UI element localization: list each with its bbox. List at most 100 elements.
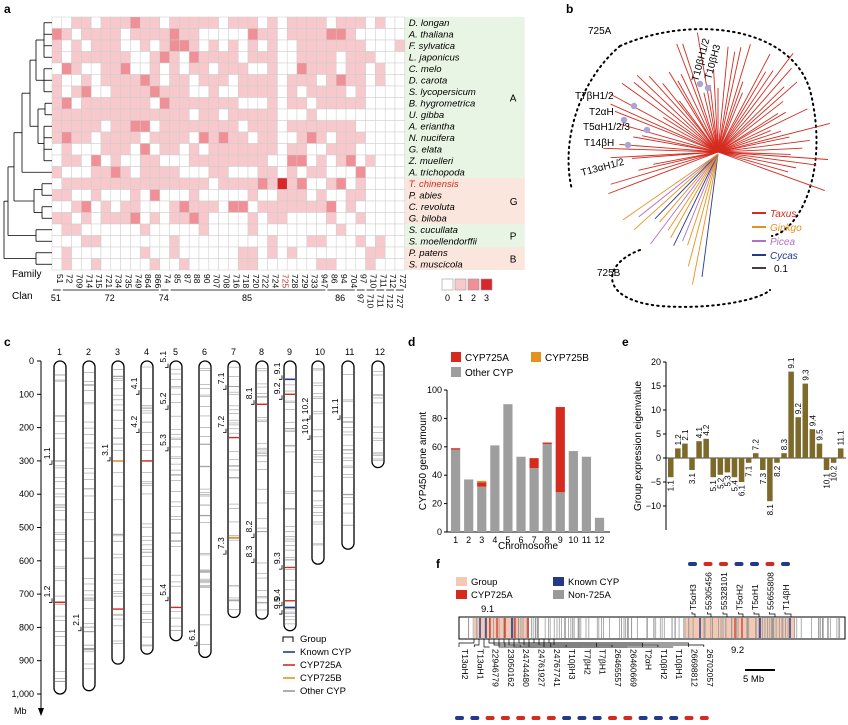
heat-cell (81, 223, 92, 236)
heat-cell (345, 166, 357, 179)
heat-cell (296, 143, 308, 156)
taxus-branch (740, 101, 784, 135)
heat-cell (100, 74, 112, 87)
heat-cell (267, 200, 278, 213)
heat-cell (277, 143, 288, 156)
chromosome-12 (371, 360, 385, 469)
heat-cell (345, 154, 357, 167)
heat-cell (139, 258, 151, 271)
heat-cell (208, 39, 219, 52)
heat-cell (159, 177, 170, 190)
heat-cell (188, 166, 200, 179)
heat-cell (61, 235, 72, 248)
top-gene-tick (781, 562, 790, 566)
heat-cell (208, 166, 219, 179)
group-label: 5.1 (158, 351, 168, 363)
d-x-tick: 12 (595, 535, 605, 545)
heat-cell (218, 85, 229, 98)
family-label: 749 (133, 274, 143, 288)
heat-cell (179, 131, 190, 144)
heat-cell (316, 120, 327, 133)
e-bar (837, 448, 844, 458)
heat-cell (257, 235, 268, 248)
heat-cell (71, 28, 82, 41)
heat-cell (237, 131, 249, 144)
heat-cell (159, 85, 170, 98)
heat-cell (130, 131, 141, 144)
heat-cell (198, 258, 210, 271)
heat-cell (61, 166, 72, 179)
heat-cell (384, 235, 396, 248)
heat-cell (394, 212, 406, 225)
heat-cell (149, 246, 161, 259)
heat-cell (375, 223, 386, 236)
heat-cell (335, 28, 347, 41)
top-gene-tick (719, 562, 728, 566)
taxus-branch (728, 44, 751, 115)
f-legend-swatch (553, 590, 564, 599)
c-legend-label: Group (300, 634, 326, 645)
taxus-branch (638, 157, 691, 171)
heat-cell (228, 246, 239, 259)
heat-cell (277, 108, 288, 121)
heat-cell (296, 74, 308, 87)
bottom-connector (493, 639, 521, 647)
family-label: 90 (202, 274, 212, 284)
heat-cell (169, 143, 180, 156)
heat-cell (375, 97, 386, 110)
tree-legend-label: Taxus (770, 209, 796, 220)
heat-cell (365, 74, 376, 87)
bottom-gene-tick (531, 716, 541, 720)
heat-cell (277, 39, 288, 52)
panel-label-e: e (622, 335, 629, 349)
group-band-A (404, 17, 525, 178)
heat-cell (130, 223, 141, 236)
heat-cell (110, 143, 121, 156)
heat-cell (139, 62, 151, 75)
heat-cell (394, 108, 406, 121)
e-bar (795, 417, 801, 458)
heat-cell (267, 223, 278, 236)
heat-cell (90, 62, 102, 75)
heat-cell (296, 97, 308, 110)
e-bar (816, 443, 823, 458)
heat-cell (365, 235, 376, 248)
clan-label: 74 (159, 293, 169, 303)
bottom-gene-label: T7βH1 (598, 649, 608, 675)
heat-cell (198, 97, 210, 110)
taxus-branch (618, 123, 684, 143)
heat-cell (384, 246, 396, 259)
heat-cell (139, 154, 151, 167)
heat-cell (237, 177, 249, 190)
d-bar-Other-CYP (490, 445, 500, 532)
known-gene-node (630, 102, 638, 110)
heat-cell (51, 200, 63, 213)
heat-cell (110, 74, 121, 87)
heat-cell (296, 131, 308, 144)
heat-cell (110, 246, 121, 259)
heat-cell (159, 189, 170, 202)
heat-cell (130, 120, 141, 133)
d-bar-CYP725A (451, 448, 461, 450)
heat-cell (394, 28, 406, 41)
taxus-branch (668, 71, 702, 125)
heat-cell (51, 166, 63, 179)
heat-cell (139, 108, 151, 121)
bottom-gene-label: T2αH (644, 649, 654, 670)
725B-branch (687, 153, 719, 267)
heat-cell (228, 177, 239, 190)
heat-cell (110, 108, 121, 121)
heat-cell (384, 177, 396, 190)
group-label: 8.3 (244, 545, 254, 557)
heat-cell (120, 120, 131, 133)
heat-cell (149, 177, 161, 190)
heat-cell (316, 246, 327, 259)
heat-cell (228, 143, 239, 156)
heat-cell (81, 85, 92, 98)
heat-cell (90, 154, 102, 167)
heat-cell (277, 51, 288, 64)
heat-cell (218, 246, 229, 259)
725B-branch (691, 153, 719, 285)
heat-cell (296, 189, 308, 202)
heat-cell (237, 258, 249, 271)
